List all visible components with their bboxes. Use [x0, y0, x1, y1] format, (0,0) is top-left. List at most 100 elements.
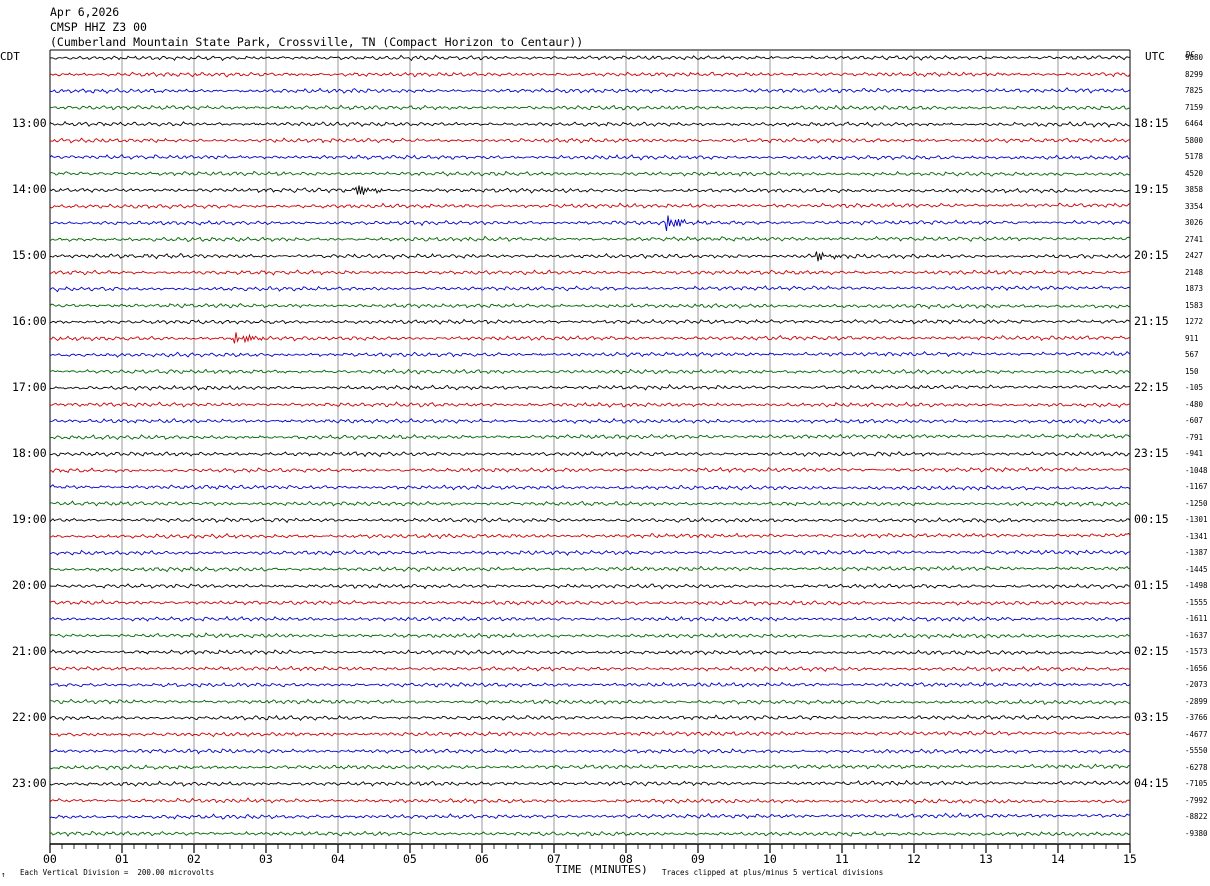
- x-tick-label: 10: [763, 852, 777, 866]
- dc-offset-label: -1048: [1185, 465, 1208, 475]
- dc-offset-label: 9880: [1185, 53, 1204, 62]
- dc-offset-label: 4520: [1185, 168, 1204, 178]
- dc-offset-label: 2148: [1185, 267, 1204, 277]
- x-tick-label: 05: [403, 852, 417, 866]
- x-tick-label: 11: [835, 852, 849, 866]
- dc-offset-label: -4677: [1185, 729, 1208, 739]
- dc-offset-label: -1250: [1185, 498, 1208, 508]
- trace-line: [49, 153, 1131, 161]
- dc-offset-label: -1573: [1185, 647, 1208, 656]
- left-hour-label: 19:00: [12, 512, 47, 526]
- x-tick-label: 01: [115, 852, 129, 866]
- trace-line: [49, 649, 1131, 656]
- trace-line: [49, 401, 1131, 409]
- trace-line: [49, 202, 1131, 210]
- right-hour-label: 21:15: [1134, 314, 1169, 328]
- dc-offset-label: -7105: [1185, 779, 1208, 788]
- trace-line: [49, 303, 1131, 310]
- trace-line: [49, 830, 1131, 838]
- left-hour-label: 17:00: [12, 380, 47, 394]
- trace-line: [49, 383, 1131, 391]
- dc-offset-label: 7159: [1185, 102, 1204, 112]
- dc-offset-label: -9380: [1185, 828, 1208, 838]
- trace-line: [49, 484, 1131, 491]
- scale-note: Each Vertical Division = 200.00 microvol…: [20, 868, 215, 877]
- x-tick-label: 07: [547, 852, 561, 866]
- dc-offset-label: 3354: [1185, 201, 1204, 211]
- x-tick-label: 12: [907, 852, 921, 866]
- trace-line: [49, 120, 1131, 128]
- trace-line: [49, 632, 1131, 640]
- trace-line: [49, 714, 1131, 722]
- right-hour-label: 02:15: [1134, 644, 1169, 658]
- dc-offset-label: -1301: [1185, 515, 1208, 524]
- trace-line: [49, 251, 1131, 262]
- dc-offset-label: -2899: [1185, 696, 1208, 706]
- dc-offset-label: 2427: [1185, 251, 1204, 260]
- dc-offset-label: 2741: [1185, 234, 1204, 244]
- right-hour-label: 18:15: [1134, 116, 1169, 130]
- trace-line: [49, 681, 1131, 688]
- dc-offset-label: 567: [1185, 350, 1199, 359]
- trace-line: [49, 615, 1131, 622]
- trace-line: [49, 698, 1131, 706]
- date-label: Apr 6,2026: [50, 5, 120, 19]
- dc-offset-label: -8822: [1185, 812, 1208, 821]
- dc-offset-label: -791: [1185, 432, 1204, 442]
- dc-offset-label: -1341: [1185, 531, 1208, 541]
- dc-offset-label: -7992: [1185, 795, 1208, 805]
- left-hour-label: 13:00: [12, 116, 47, 130]
- x-tick-label: 06: [475, 852, 489, 866]
- dc-offset-label: -607: [1185, 416, 1204, 425]
- trace-line: [49, 729, 1131, 738]
- x-tick-label: 15: [1123, 852, 1137, 866]
- left-hour-label: 20:00: [12, 578, 47, 592]
- dc-offset-label: 5800: [1185, 135, 1204, 145]
- right-hour-label: 04:15: [1134, 776, 1169, 790]
- dc-offset-label: -1445: [1185, 564, 1208, 574]
- dc-title: DC: [1186, 50, 1196, 59]
- trace-line: [49, 500, 1131, 507]
- right-hour-label: 03:15: [1134, 710, 1169, 724]
- right-hour-label: 22:15: [1134, 380, 1169, 394]
- dc-offset-label: -1555: [1185, 597, 1208, 607]
- trace-line: [49, 549, 1131, 556]
- dc-offset-label: -2073: [1185, 680, 1208, 689]
- trace-line: [49, 450, 1131, 458]
- x-tick-label: 04: [331, 852, 345, 866]
- right-hour-label: 19:15: [1134, 182, 1169, 196]
- trace-line: [49, 433, 1131, 441]
- x-tick-label: 08: [619, 852, 633, 866]
- dc-offset-label: -1167: [1185, 482, 1208, 491]
- dc-offset-label: 911: [1185, 333, 1199, 343]
- right-hour-label: 23:15: [1134, 446, 1169, 460]
- left-hour-label: 14:00: [12, 182, 47, 196]
- dc-offset-label: -941: [1185, 449, 1204, 458]
- trace-line: [50, 466, 1131, 474]
- trace-line: [49, 269, 1131, 276]
- dc-offset-label: -480: [1185, 399, 1204, 409]
- trace-line: [49, 104, 1131, 112]
- trace-line: [49, 185, 1131, 195]
- dc-offset-label: 7825: [1185, 86, 1204, 95]
- trace-line: [49, 517, 1131, 524]
- dc-offset-label: 150: [1185, 366, 1199, 376]
- x-tick-label: 03: [259, 852, 273, 866]
- left-hour-label: 22:00: [12, 710, 47, 724]
- trace-line: [49, 87, 1131, 94]
- station-label: CMSP HHZ Z3 00: [50, 20, 147, 34]
- left-hour-label: 23:00: [12, 776, 47, 790]
- trace-line: [49, 532, 1131, 540]
- dc-offset-label: -5550: [1185, 746, 1208, 755]
- dc-offset-label: -1498: [1185, 581, 1208, 590]
- x-tick-label: 09: [691, 852, 705, 866]
- dc-offset-label: -6278: [1185, 762, 1208, 772]
- clip-note: Traces clipped at plus/minus 5 vertical …: [662, 868, 884, 877]
- trace-line: [49, 137, 1131, 144]
- trace-line: [49, 170, 1131, 177]
- dc-offset-label: -1611: [1185, 614, 1208, 623]
- x-tick-label: 13: [979, 852, 993, 866]
- x-axis-title: TIME (MINUTES): [555, 863, 648, 876]
- left-hour-label: 21:00: [12, 644, 47, 658]
- dc-offset-label: 3858: [1185, 185, 1204, 194]
